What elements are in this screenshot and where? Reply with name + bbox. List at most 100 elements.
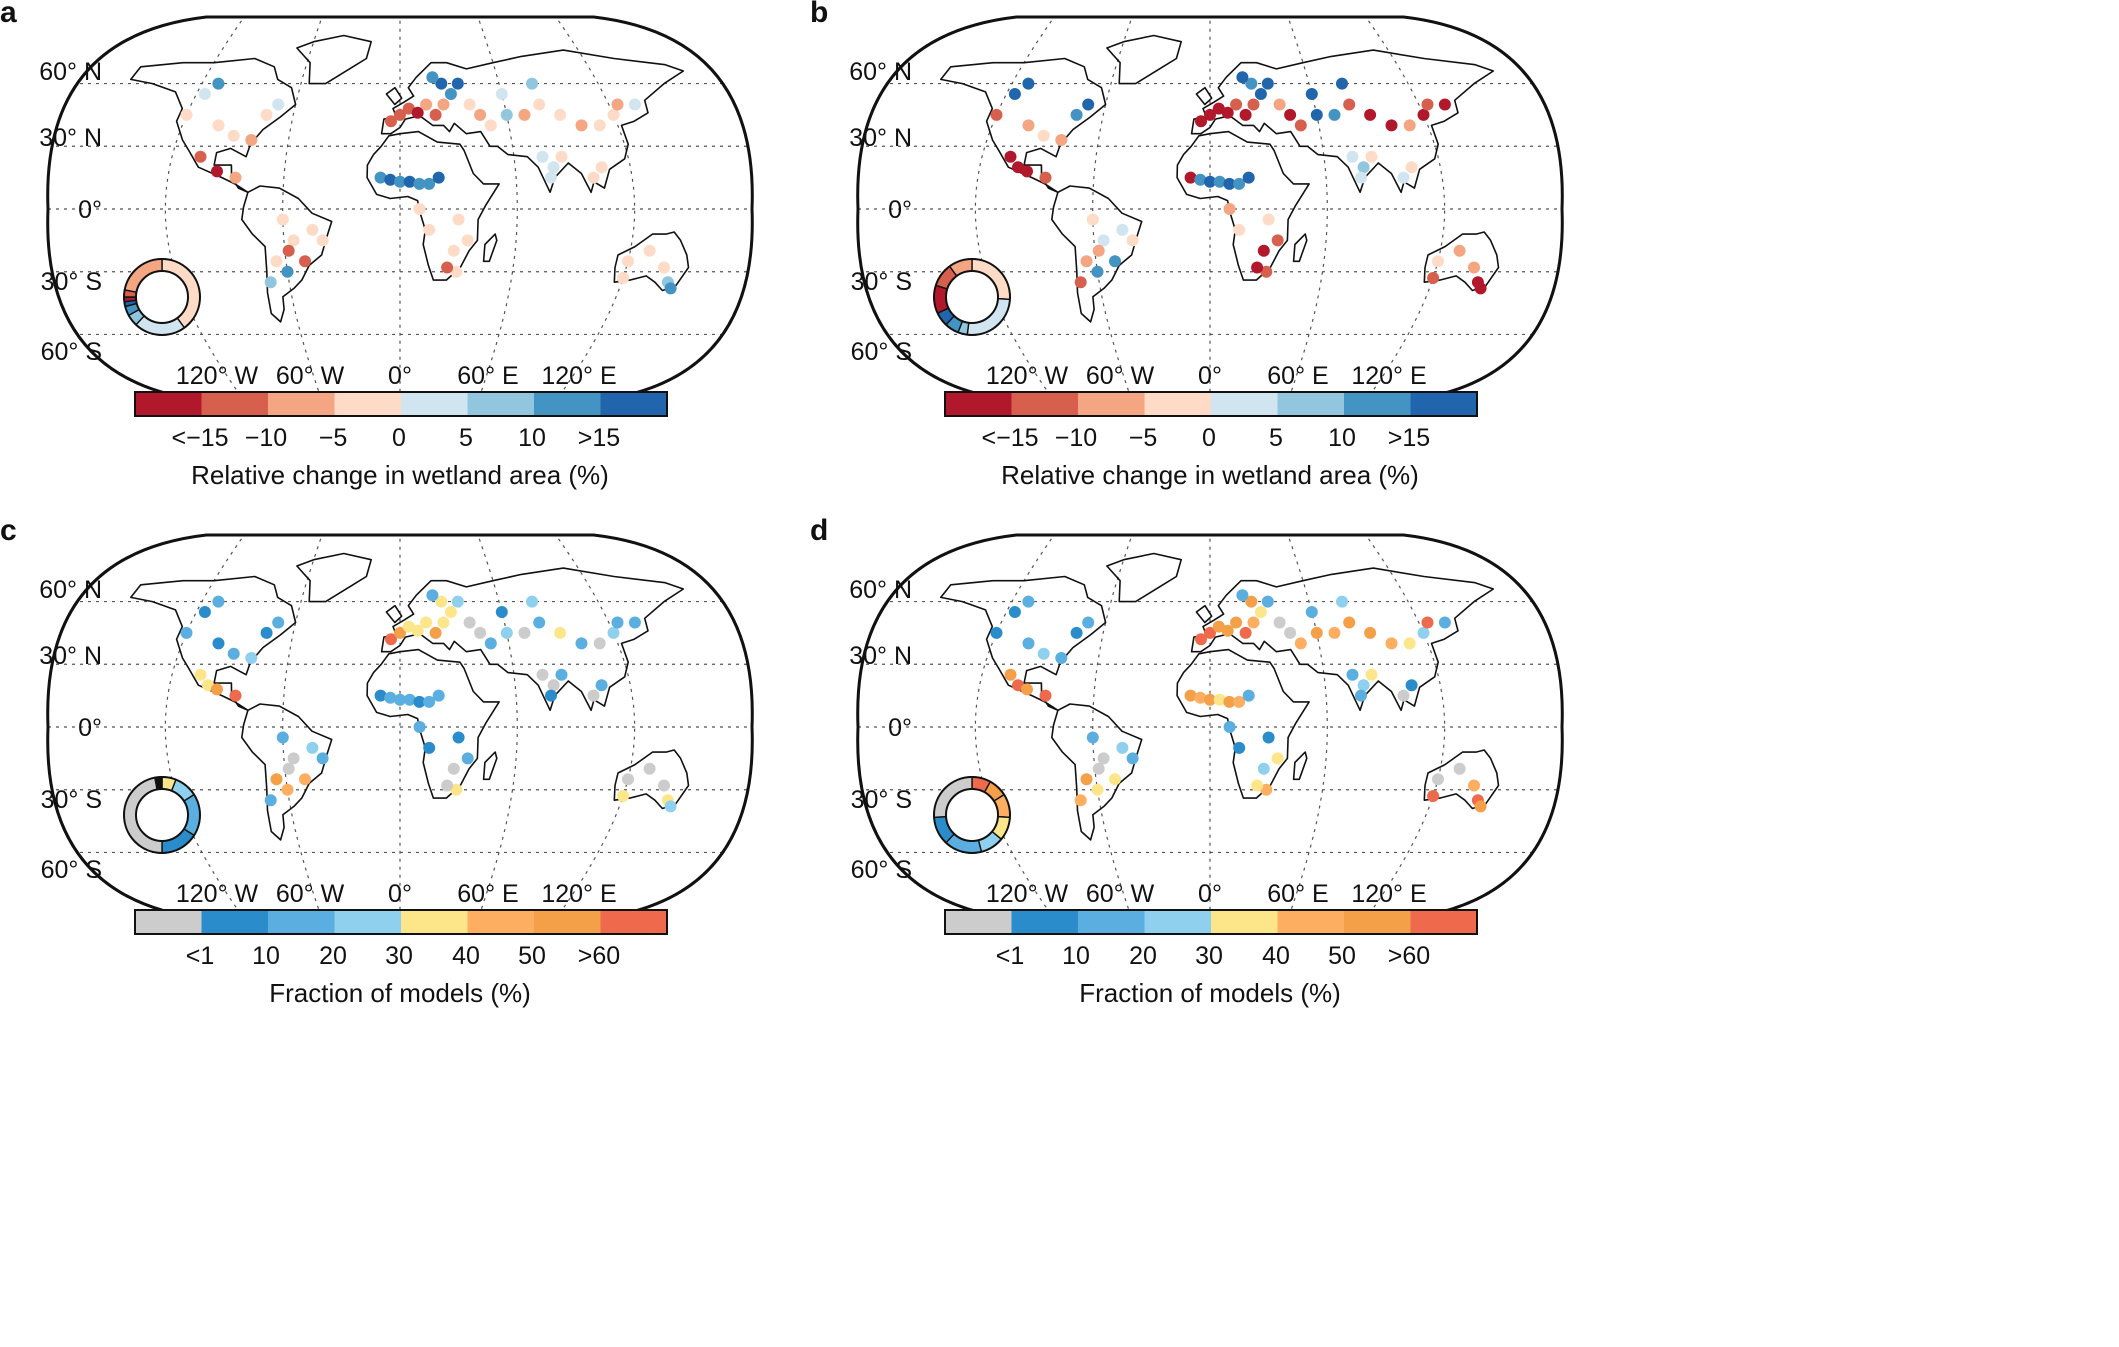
wetland-point <box>628 98 641 111</box>
wetland-point <box>1236 589 1249 602</box>
wetland-point <box>281 783 294 796</box>
wetland-point <box>1204 108 1216 121</box>
wetland-point <box>1070 626 1083 639</box>
wetland-point <box>450 783 463 796</box>
wetland-point <box>211 165 223 178</box>
wetland-point <box>658 261 670 274</box>
lat-label-equator: 0° <box>888 196 912 224</box>
coastline <box>380 567 685 712</box>
wetland-point <box>547 161 560 174</box>
wetland-point <box>1080 773 1093 786</box>
wetland-point <box>1403 637 1416 650</box>
colorbar-swatch <box>600 392 668 416</box>
colorbar-swatch <box>467 392 535 416</box>
lon-label-0: 0° <box>388 362 412 390</box>
wetland-point <box>518 108 531 121</box>
longitude-gridline <box>558 20 636 398</box>
wetland-point <box>402 620 415 633</box>
wetland-point <box>212 77 225 90</box>
wetland-point <box>593 637 606 650</box>
wetland-point <box>1037 129 1050 142</box>
wetland-point <box>420 98 433 111</box>
colorbar-swatch <box>1410 392 1478 416</box>
lat-label-60n: 60° N <box>39 576 102 604</box>
coastline <box>366 648 500 799</box>
lon-label-60w: 60° W <box>1085 362 1155 390</box>
colorbar-tick: 30 <box>1195 942 1223 970</box>
wetland-point <box>611 616 624 629</box>
lat-label-30n: 30° N <box>39 642 102 670</box>
colorbar-tick: −5 <box>318 424 348 452</box>
colorbar-swatch <box>268 392 335 416</box>
wetland-point <box>1236 71 1249 84</box>
lat-label-30n: 30° N <box>39 124 102 152</box>
wetland-point <box>394 626 406 639</box>
longitude-gridline <box>974 538 1052 916</box>
coastline <box>296 34 372 85</box>
wetland-point <box>1310 108 1323 121</box>
wetland-point <box>1242 171 1255 184</box>
wetland-point <box>426 71 439 84</box>
wetland-point <box>394 175 406 188</box>
wetland-point <box>990 626 1003 639</box>
colorbar-tick: 5 <box>459 424 473 452</box>
wetland-point <box>1385 119 1398 132</box>
wetland-point <box>1438 98 1451 111</box>
colorbar-tick: 20 <box>319 942 347 970</box>
wetland-point <box>1245 595 1258 608</box>
wetland-point <box>394 693 406 706</box>
wetland-point <box>1432 773 1444 786</box>
wetland-point <box>1055 134 1068 146</box>
wetland-point <box>1012 679 1024 692</box>
wetland-point <box>423 741 436 754</box>
wetland-point <box>385 115 397 128</box>
colorbar-tick: 0 <box>1202 424 1216 452</box>
longitude-gridline <box>478 538 518 916</box>
wetland-point <box>1432 255 1444 268</box>
wetland-point <box>518 626 531 639</box>
coastline <box>1195 86 1213 106</box>
wetland-point <box>1004 668 1017 681</box>
wetland-point <box>1254 88 1267 100</box>
coastline <box>385 86 403 106</box>
wetland-point <box>402 102 415 115</box>
lat-label-30s: 30° S <box>850 268 912 296</box>
wetland-point <box>555 668 568 681</box>
wetland-point <box>587 171 600 184</box>
longitude-gridline <box>1288 20 1328 398</box>
colorbar-tick: <−15 <box>171 424 229 452</box>
colorbar-swatch <box>201 392 269 416</box>
wetland-point <box>403 175 416 188</box>
wetland-point <box>1468 261 1480 274</box>
wetland-point <box>451 77 464 90</box>
wetland-point <box>270 255 283 268</box>
colorbar-outline <box>134 909 668 935</box>
colorbar-swatch <box>1144 910 1212 934</box>
ring-outline <box>123 258 201 336</box>
colorbar-swatch <box>401 392 468 416</box>
wetland-point <box>1212 620 1225 633</box>
coastline <box>241 185 333 323</box>
wetland-point <box>1223 721 1236 733</box>
lon-label-60e: 60° E <box>457 880 519 908</box>
wetland-point <box>664 800 677 813</box>
colorbar-tick: 10 <box>518 424 546 452</box>
map-content <box>857 20 1563 398</box>
lat-label-equator: 0° <box>888 714 912 742</box>
longitude-gridline <box>1288 538 1328 916</box>
wetland-point <box>429 108 442 121</box>
wetland-point <box>1357 679 1370 692</box>
wetland-point <box>451 595 464 608</box>
coastline <box>1292 751 1308 781</box>
lon-label-60e: 60° E <box>1267 362 1329 390</box>
wetland-point <box>435 77 448 90</box>
wetland-point <box>413 203 426 215</box>
wetland-point <box>180 626 193 639</box>
wetland-point <box>413 721 426 733</box>
wetland-point <box>420 616 433 629</box>
colorbar-swatch <box>135 392 202 416</box>
wetland-point <box>444 606 457 618</box>
wetland-point <box>1427 790 1440 802</box>
ring-outline <box>933 258 1011 336</box>
wetland-point <box>1221 624 1234 637</box>
